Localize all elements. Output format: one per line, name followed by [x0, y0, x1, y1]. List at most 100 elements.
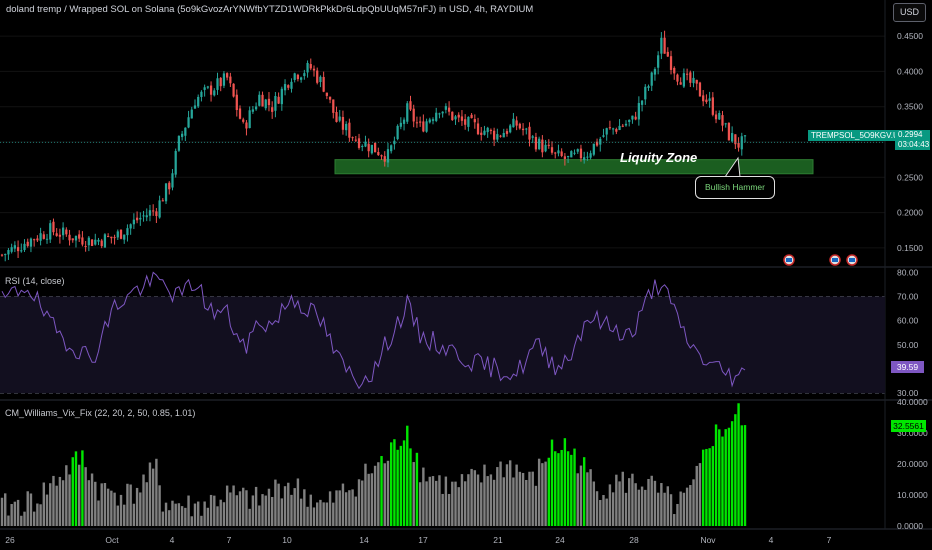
- vix-bar: [589, 469, 592, 526]
- vix-bar: [637, 489, 641, 526]
- vix-bar: [586, 472, 589, 526]
- candle-body: [245, 122, 248, 129]
- vix-bar: [303, 489, 306, 526]
- vix-bar: [283, 486, 287, 526]
- candle-body: [274, 96, 277, 111]
- candle-body: [396, 125, 399, 140]
- candle-body: [441, 111, 444, 114]
- candle-body: [554, 152, 557, 154]
- vix-bar: [650, 475, 653, 526]
- candle-body: [531, 136, 534, 138]
- vix-bar: [518, 471, 522, 526]
- time-tick-label: Nov: [700, 535, 716, 545]
- vix-bar: [653, 480, 657, 526]
- vix-bar: [415, 452, 419, 526]
- candle-body: [505, 131, 509, 134]
- vix-bar: [193, 503, 197, 526]
- candle-body: [113, 237, 116, 239]
- vix-bar: [335, 490, 338, 526]
- candle-body: [332, 99, 335, 113]
- vix-bar: [438, 475, 441, 526]
- candle-body: [615, 129, 618, 132]
- vix-bar: [740, 425, 743, 526]
- vix-bar: [685, 487, 689, 526]
- vix-bar: [621, 471, 624, 526]
- candle-body: [328, 96, 332, 100]
- candle-body: [486, 127, 489, 133]
- candle-body: [563, 156, 567, 159]
- bullish-hammer-callout[interactable]: Bullish Hammer: [695, 176, 775, 199]
- candle-body: [624, 123, 628, 126]
- vix-bar: [727, 427, 731, 526]
- vix-bar: [492, 479, 496, 526]
- vix-bar: [480, 482, 483, 526]
- candle-body: [708, 98, 711, 101]
- candle-body: [679, 82, 682, 85]
- vix-bar: [631, 473, 634, 526]
- candle-body: [653, 69, 657, 75]
- vix-bar: [582, 457, 586, 526]
- vix-bar: [460, 474, 464, 526]
- vix-bar: [348, 490, 351, 526]
- candle-body: [242, 119, 245, 122]
- candle-body: [103, 234, 107, 248]
- candle-body: [180, 133, 184, 137]
- vix-bar: [425, 481, 428, 526]
- vix-label[interactable]: CM_Williams_Vix_Fix (22, 20, 2, 50, 0.85…: [5, 408, 196, 418]
- candle-body: [435, 112, 438, 121]
- vix-bar: [16, 499, 20, 526]
- candle-body: [412, 108, 415, 122]
- vix-bar: [599, 500, 602, 526]
- candle-body: [290, 81, 293, 89]
- liquidity-zone[interactable]: [334, 159, 814, 175]
- rsi-tick-label: 70.00: [897, 292, 919, 302]
- vix-bar: [557, 453, 560, 526]
- candle-body: [42, 234, 45, 239]
- candle-body: [10, 247, 13, 252]
- candle-body: [78, 234, 81, 239]
- vix-bar: [383, 463, 386, 526]
- vix-bar: [155, 458, 158, 526]
- candle-body: [599, 138, 602, 145]
- vix-bar: [422, 467, 425, 526]
- candle-body: [476, 123, 480, 135]
- vix-bar: [476, 474, 480, 526]
- candle-body: [541, 139, 544, 153]
- candle-body: [248, 110, 251, 129]
- vix-bar: [328, 491, 332, 526]
- candle-body: [229, 76, 232, 84]
- vix-bar: [322, 502, 325, 526]
- last-price-tag: 0.2994 03:04:43: [895, 130, 930, 150]
- candle-body: [354, 139, 357, 141]
- currency-button[interactable]: USD: [893, 3, 926, 22]
- candle-body: [135, 217, 139, 221]
- vix-bar: [190, 516, 193, 526]
- vix-bar: [563, 438, 567, 526]
- rsi-label[interactable]: RSI (14, close): [5, 276, 65, 286]
- candle-body: [238, 108, 242, 119]
- candle-body: [602, 135, 605, 137]
- vix-bar: [698, 463, 702, 526]
- vix-tick-label: 40.0000: [897, 397, 928, 407]
- vix-bar: [435, 480, 438, 526]
- candle-body: [454, 116, 457, 120]
- vix-bar: [512, 477, 515, 526]
- candle-body: [271, 107, 274, 112]
- candle-body: [26, 241, 29, 246]
- candle-body: [49, 223, 52, 240]
- candle-body: [399, 122, 402, 127]
- candle-body: [589, 153, 592, 158]
- price-tick-label: 0.2500: [897, 172, 923, 182]
- price-tick-label: 0.3500: [897, 102, 923, 112]
- candle-body: [145, 215, 148, 218]
- vix-bar: [325, 502, 329, 526]
- vix-bar: [232, 485, 235, 526]
- vix-bar: [209, 494, 213, 526]
- rsi-value-tag: 39.59: [891, 361, 924, 373]
- vix-bar: [0, 497, 4, 526]
- callout-pointer: [724, 156, 741, 178]
- candle-body: [557, 150, 560, 154]
- vix-bar: [634, 483, 637, 526]
- vix-bar: [55, 485, 58, 526]
- vix-bar: [708, 448, 711, 526]
